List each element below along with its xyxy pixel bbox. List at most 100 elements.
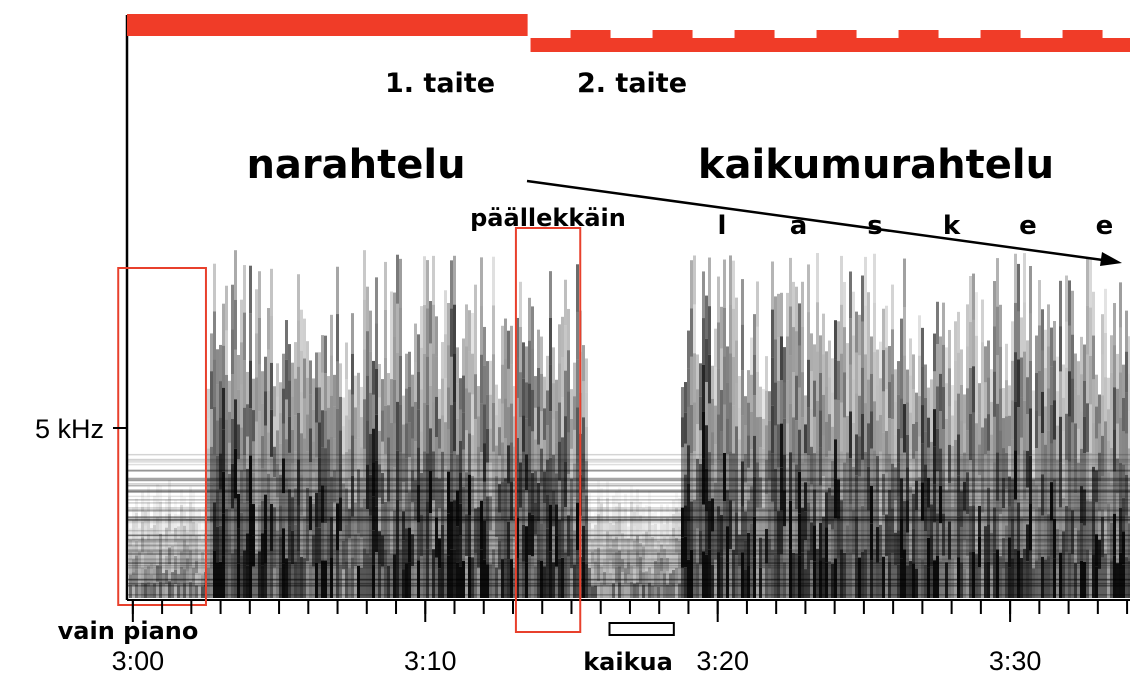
- spectrogram-texture: [127, 491, 1130, 493]
- spectrogram-texture: [1089, 259, 1092, 307]
- spectrogram-texture: [705, 382, 708, 425]
- spectrogram-texture: [453, 256, 456, 305]
- spectrogram-texture: [849, 505, 852, 552]
- spectrogram-texture: [693, 549, 696, 598]
- spectrogram-texture: [843, 417, 846, 462]
- spectrogram-texture: [267, 349, 270, 390]
- spectrogram-texture: [738, 376, 741, 408]
- spectrogram-texture: [735, 383, 738, 426]
- spectrogram-texture: [537, 368, 540, 406]
- spectrogram-texture: [330, 355, 333, 395]
- spectrogram-texture: [384, 262, 387, 310]
- spectrogram-texture: [921, 328, 924, 367]
- spectrogram-texture: [912, 424, 915, 459]
- spectrogram-texture: [303, 438, 306, 478]
- spectrogram-texture: [465, 346, 468, 388]
- spectrogram-texture: [435, 397, 438, 437]
- spectrogram-texture: [618, 535, 621, 551]
- spectrogram-texture: [1044, 406, 1047, 444]
- spectrogram-texture: [282, 354, 285, 389]
- spectrogram-texture: [957, 312, 960, 353]
- spectrogram-texture: [975, 467, 978, 511]
- spectrogram-texture: [312, 378, 315, 409]
- spectrogram-texture: [348, 390, 351, 420]
- spectrogram-texture: [693, 402, 696, 451]
- spectrogram-texture: [1017, 312, 1020, 360]
- spectrogram-texture: [441, 415, 444, 452]
- spectrogram-texture: [1086, 257, 1089, 306]
- spectrogram-texture: [1101, 355, 1104, 396]
- spectrogram-texture: [714, 367, 717, 405]
- spectrogram-texture: [720, 390, 723, 432]
- spectrogram-texture: [213, 264, 216, 312]
- spectrogram-texture: [426, 405, 429, 453]
- spectrogram-texture: [1119, 327, 1122, 372]
- spectrogram-texture: [237, 355, 240, 390]
- spectrogram-texture: [1110, 335, 1113, 373]
- spectrogram-texture: [540, 337, 543, 374]
- spectrogram-texture: [366, 376, 369, 420]
- spectrogram-texture: [795, 376, 798, 420]
- spectrogram-texture: [594, 537, 597, 549]
- spectrogram-texture: [735, 298, 738, 341]
- spectrogram-texture: [1113, 387, 1116, 429]
- spectrogram-texture: [354, 471, 357, 503]
- spectrogram-texture: [897, 496, 900, 530]
- spectrogram-texture: [127, 585, 1130, 587]
- spectrogram-texture: [660, 585, 663, 598]
- spectrogram-texture: [393, 293, 396, 337]
- spectrogram-texture: [129, 586, 132, 598]
- x-tick-label: 3:00: [112, 646, 165, 675]
- spectrogram-texture: [873, 352, 876, 401]
- spectrogram-texture: [450, 260, 453, 308]
- letter-label: s: [867, 211, 882, 241]
- spectrogram-texture: [942, 387, 945, 429]
- spectrogram-texture: [954, 519, 957, 559]
- spectrogram-texture: [258, 411, 261, 458]
- spectrogram-texture: [264, 564, 267, 598]
- spectrogram-texture: [816, 253, 819, 302]
- spectrogram-texture: [777, 381, 780, 424]
- x-tick-label: 3:30: [989, 646, 1042, 675]
- spectrogram-texture: [468, 310, 471, 351]
- spectrogram-texture: [492, 354, 495, 403]
- spectrogram-texture: [891, 419, 894, 464]
- spectrogram-texture: [228, 567, 231, 598]
- spectrogram-texture: [585, 393, 588, 427]
- spectrogram-texture: [330, 396, 333, 436]
- spectrogram-texture: [477, 416, 480, 446]
- spectrogram-texture: [1020, 398, 1023, 438]
- spectrogram-texture: [813, 344, 816, 380]
- spectrogram-texture: [246, 566, 249, 598]
- spectrogram-texture: [363, 350, 366, 400]
- spectrogram-texture: [930, 567, 933, 598]
- spectrogram-texture: [465, 430, 468, 472]
- spectrogram-texture: [963, 424, 966, 453]
- spectrogram-texture: [381, 567, 384, 598]
- spectrogram-texture: [186, 585, 189, 598]
- spectrogram-texture: [897, 395, 900, 429]
- spectrogram-texture: [996, 404, 999, 453]
- spectrogram-texture: [561, 397, 564, 437]
- spectrogram-texture: [978, 567, 981, 598]
- spectrogram-texture: [783, 383, 786, 419]
- spectrogram-texture: [318, 458, 321, 493]
- spectrogram-texture: [127, 562, 1130, 564]
- spectrogram-texture: [999, 389, 1002, 431]
- spectrogram-texture: [1020, 317, 1023, 357]
- spectrogram-texture: [951, 446, 954, 476]
- spectrogram-texture: [921, 366, 924, 405]
- spectrogram-texture: [954, 361, 957, 401]
- spectrogram-texture: [396, 353, 399, 402]
- spectrogram-texture: [1014, 401, 1017, 450]
- spectrogram-texture: [138, 563, 141, 575]
- spectrogram-texture: [561, 357, 564, 397]
- spectrogram-texture: [882, 391, 885, 432]
- spectrogram-texture: [1104, 289, 1107, 333]
- spectrogram-texture: [882, 309, 885, 350]
- spectrogram-texture: [504, 558, 507, 598]
- spectrogram-texture: [840, 305, 843, 354]
- spectrogram-texture: [216, 385, 219, 421]
- spectrogram-texture: [222, 430, 225, 472]
- spectrogram-texture: [489, 395, 492, 429]
